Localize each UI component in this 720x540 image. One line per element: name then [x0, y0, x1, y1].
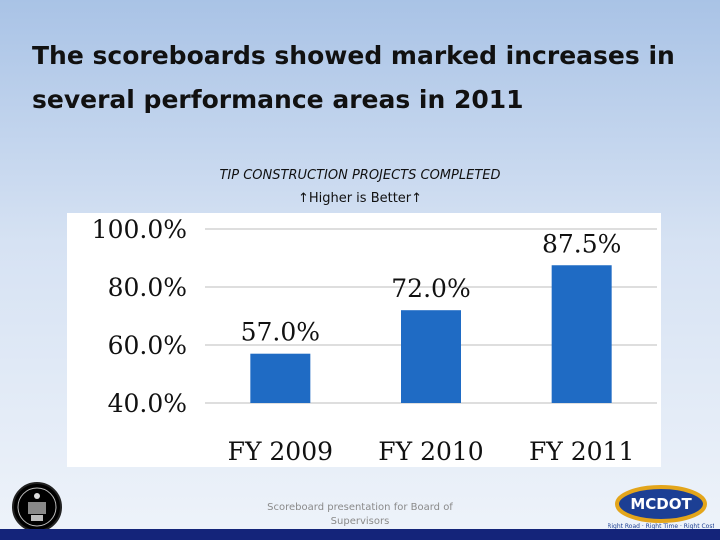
data-label: 72.0%: [391, 274, 470, 303]
county-seal-logo: [12, 482, 62, 532]
bottom-bar: [0, 529, 720, 540]
bar-chart: 40.0% 60.0% 80.0% 100.0% 57.0% FY 2009 72.0% FY…: [92, 215, 657, 466]
chart-subtitle: ↑Higher is Better↑: [297, 191, 423, 206]
y-tick-label: 100.0%: [92, 215, 187, 244]
y-tick-label: 40.0%: [108, 389, 187, 418]
footer-text: Scoreboard presentation for Board of Sup…: [267, 502, 453, 527]
x-tick-label: FY 2011: [529, 437, 634, 466]
svg-text:Right Road · Right Time · Righ: Right Road · Right Time · Right Cost: [608, 523, 714, 530]
mcdot-logo: MCDOT Right Road · Right Time · Right Co…: [608, 485, 714, 530]
slide-title: The scoreboards showed marked increases …: [32, 41, 675, 114]
chart-panel: 40.0% 60.0% 80.0% 100.0% 57.0% FY 2009 72.0% FY…: [67, 213, 661, 467]
svg-text:MCDOT: MCDOT: [630, 495, 692, 513]
chart-title: TIP CONSTRUCTION PROJECTS COMPLETED: [219, 168, 501, 183]
data-label: 57.0%: [241, 318, 320, 347]
bar: [401, 310, 461, 403]
data-label: 87.5%: [542, 229, 621, 258]
bar: [551, 265, 612, 403]
y-tick-label: 80.0%: [108, 273, 187, 302]
x-tick-label: FY 2010: [378, 437, 483, 466]
bar: [250, 353, 311, 403]
y-tick-label: 60.0%: [108, 331, 187, 360]
x-tick-label: FY 2009: [228, 437, 333, 466]
